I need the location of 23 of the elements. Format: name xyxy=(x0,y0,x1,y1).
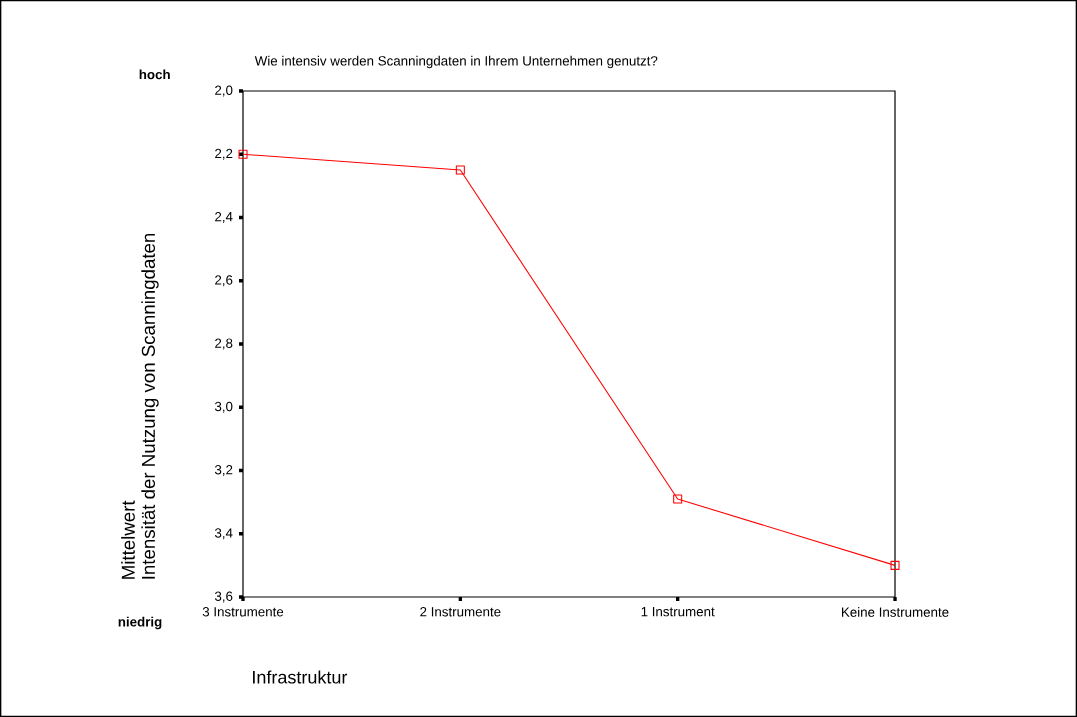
y-tick-label: 2,2 xyxy=(215,148,233,160)
y-tick-label: 3,0 xyxy=(214,401,233,413)
y-axis-title: Intensität der Nutzung von Scanningdaten xyxy=(141,233,159,579)
x-tick-label: Keine Instrumente xyxy=(841,607,949,617)
text: hoch xyxy=(139,69,170,80)
point xyxy=(455,165,465,175)
point xyxy=(238,149,248,159)
y-tick-label: 2,4 xyxy=(215,212,233,224)
chart-title: Wie intensiv werden Scanningdaten in Ihrem Unternehmen genutzt? xyxy=(254,55,658,69)
x-tick-label: 2 Instrumente xyxy=(420,607,501,617)
point xyxy=(890,560,900,570)
x-tick-label: 3 Instrumente xyxy=(202,607,284,617)
text: niedrig xyxy=(118,616,162,630)
y-tick-label: 3,6 xyxy=(214,591,233,603)
y-tick-label: 2,0 xyxy=(215,85,233,97)
text: Mittelwert xyxy=(121,500,135,579)
x-tick-label: 1 Instrument xyxy=(641,607,715,617)
y-tick-label: 3,2 xyxy=(214,465,233,477)
y-tick-label: 2,8 xyxy=(215,338,233,350)
x-axis-title: Infrastruktur xyxy=(253,670,348,684)
point xyxy=(673,494,683,504)
y-tick-label: 3,4 xyxy=(214,528,233,540)
y-tick-label: 2,6 xyxy=(215,275,233,287)
